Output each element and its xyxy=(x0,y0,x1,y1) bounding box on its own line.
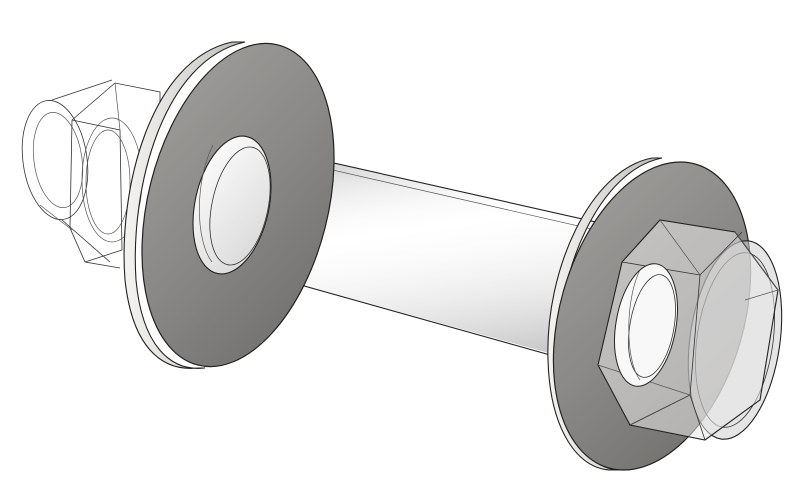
hex-flange-nut xyxy=(597,219,783,441)
washer-left xyxy=(123,41,335,369)
